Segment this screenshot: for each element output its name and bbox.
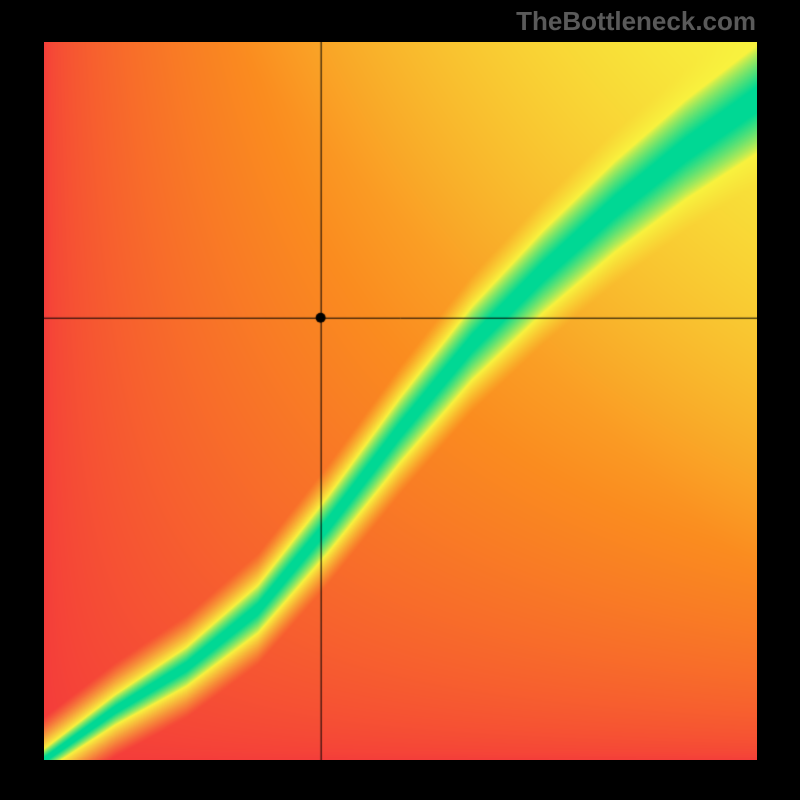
watermark-text: TheBottleneck.com [516,6,756,37]
bottleneck-heatmap [44,42,757,760]
chart-container: TheBottleneck.com [0,0,800,800]
